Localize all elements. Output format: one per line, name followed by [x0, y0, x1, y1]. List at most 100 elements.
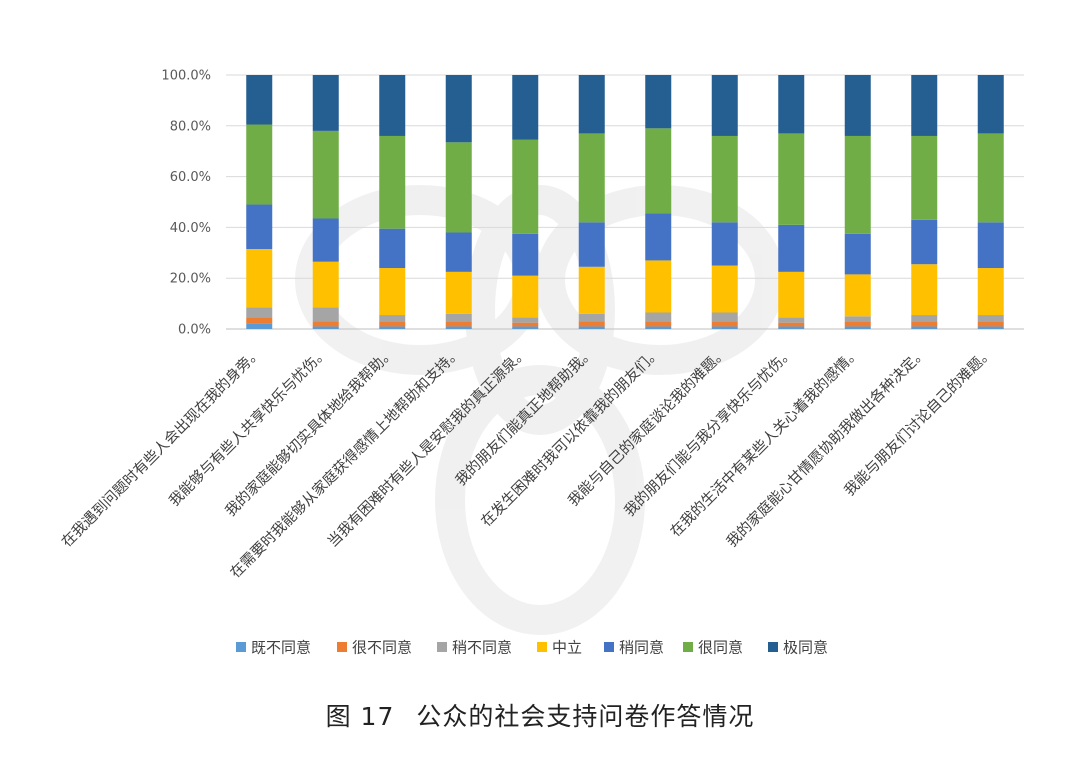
bar-segment	[578, 321, 605, 327]
bar-segment	[445, 321, 472, 327]
legend-label: 稍同意	[619, 639, 664, 657]
bar-stack	[445, 75, 472, 329]
bar-segment	[844, 233, 871, 275]
x-category-label: 我能与朋友们讨论自己的难题。	[841, 344, 997, 500]
bar-segment	[379, 321, 406, 327]
bar-segment	[844, 75, 871, 136]
bar-stack	[911, 75, 938, 329]
legend-label: 稍不同意	[452, 639, 512, 657]
bar-segment	[312, 321, 339, 327]
bar-stack	[645, 75, 672, 329]
bar-segment	[977, 133, 1004, 223]
legend-label: 极同意	[783, 639, 828, 657]
bar-segment	[512, 75, 539, 140]
bar-segment	[512, 326, 539, 329]
bar-segment	[312, 326, 339, 329]
bar-segment	[445, 142, 472, 233]
bar-segment	[778, 75, 805, 134]
bar-segment	[778, 317, 805, 323]
bar-stack	[512, 75, 539, 329]
bar-segment	[977, 326, 1004, 329]
y-tick-label: 100.0%	[161, 69, 211, 84]
bar-segment	[246, 204, 273, 249]
bar-segment	[246, 248, 273, 308]
bar-segment	[778, 133, 805, 225]
bar-segment	[645, 326, 672, 329]
bar-segment	[844, 321, 871, 327]
bar-segment	[911, 219, 938, 265]
legend-swatch	[337, 642, 347, 652]
legend-swatch	[437, 642, 447, 652]
bar-segment	[645, 321, 672, 327]
bar-segment	[911, 75, 938, 136]
bar-segment	[246, 75, 273, 125]
bar-segment	[379, 326, 406, 329]
bar-segment	[379, 268, 406, 316]
x-category-label: 在需要时我能够从家庭获得感情上地帮助和支持。	[227, 344, 465, 582]
bar-segment	[977, 222, 1004, 269]
bar-segment	[711, 321, 738, 327]
bar-segment	[578, 75, 605, 134]
figure-title: 公众的社会支持问卷作答情况	[416, 702, 755, 731]
bar-segment	[312, 307, 339, 322]
legend-item: 稍不同意	[437, 639, 512, 657]
legend-swatch	[768, 642, 778, 652]
legend-swatch	[236, 642, 246, 652]
bar-segment	[578, 326, 605, 329]
bar-stack	[977, 75, 1004, 329]
bar-segment	[512, 317, 539, 323]
bar-segment	[445, 326, 472, 329]
bar-segment	[512, 322, 539, 327]
y-tick-label: 20.0%	[170, 272, 211, 287]
bar-segment	[977, 315, 1004, 322]
bar-segment	[379, 228, 406, 269]
bar-segment	[711, 312, 738, 322]
bar-segment	[711, 265, 738, 313]
bar-segment	[578, 266, 605, 314]
bar-segment	[379, 75, 406, 136]
legend-swatch	[604, 642, 614, 652]
bar-stack	[246, 75, 273, 329]
bar-segment	[711, 222, 738, 266]
y-tick-label: 60.0%	[170, 170, 211, 185]
y-tick-label: 0.0%	[178, 323, 211, 338]
legend-label: 既不同意	[251, 639, 311, 657]
bar-segment	[645, 312, 672, 322]
bar-segment	[844, 274, 871, 317]
bar-stack	[578, 75, 605, 329]
bar-segment	[711, 75, 738, 136]
bar-segment	[844, 326, 871, 329]
legend-swatch	[537, 642, 547, 652]
bar-segment	[911, 321, 938, 327]
bar-stack	[711, 75, 738, 329]
bar-segment	[645, 75, 672, 129]
bar-segment	[246, 323, 273, 329]
bar-segment	[445, 271, 472, 314]
bar-segment	[578, 133, 605, 223]
legend-item: 很同意	[683, 639, 743, 657]
bar-segment	[645, 213, 672, 261]
bar-segment	[911, 326, 938, 329]
bar-stack	[844, 75, 871, 329]
legend-label: 中立	[552, 639, 582, 657]
legend-item: 很不同意	[337, 639, 412, 657]
bar-segment	[711, 135, 738, 223]
bar-segment	[645, 260, 672, 313]
bar-segment	[445, 313, 472, 322]
y-tick-label: 80.0%	[170, 119, 211, 134]
bar-segment	[844, 135, 871, 234]
bar-segment	[977, 321, 1004, 327]
bar-segment	[312, 130, 339, 219]
legend-item: 中立	[537, 639, 582, 657]
bar-segment	[246, 317, 273, 324]
legend-label: 很不同意	[352, 639, 412, 657]
legend-swatch	[683, 642, 693, 652]
bar-segment	[911, 315, 938, 322]
bar-segment	[445, 232, 472, 272]
bar-segment	[977, 75, 1004, 134]
bar-segment	[379, 315, 406, 322]
bar-segment	[246, 307, 273, 318]
bar-segment	[512, 233, 539, 276]
bar-segment	[578, 222, 605, 267]
